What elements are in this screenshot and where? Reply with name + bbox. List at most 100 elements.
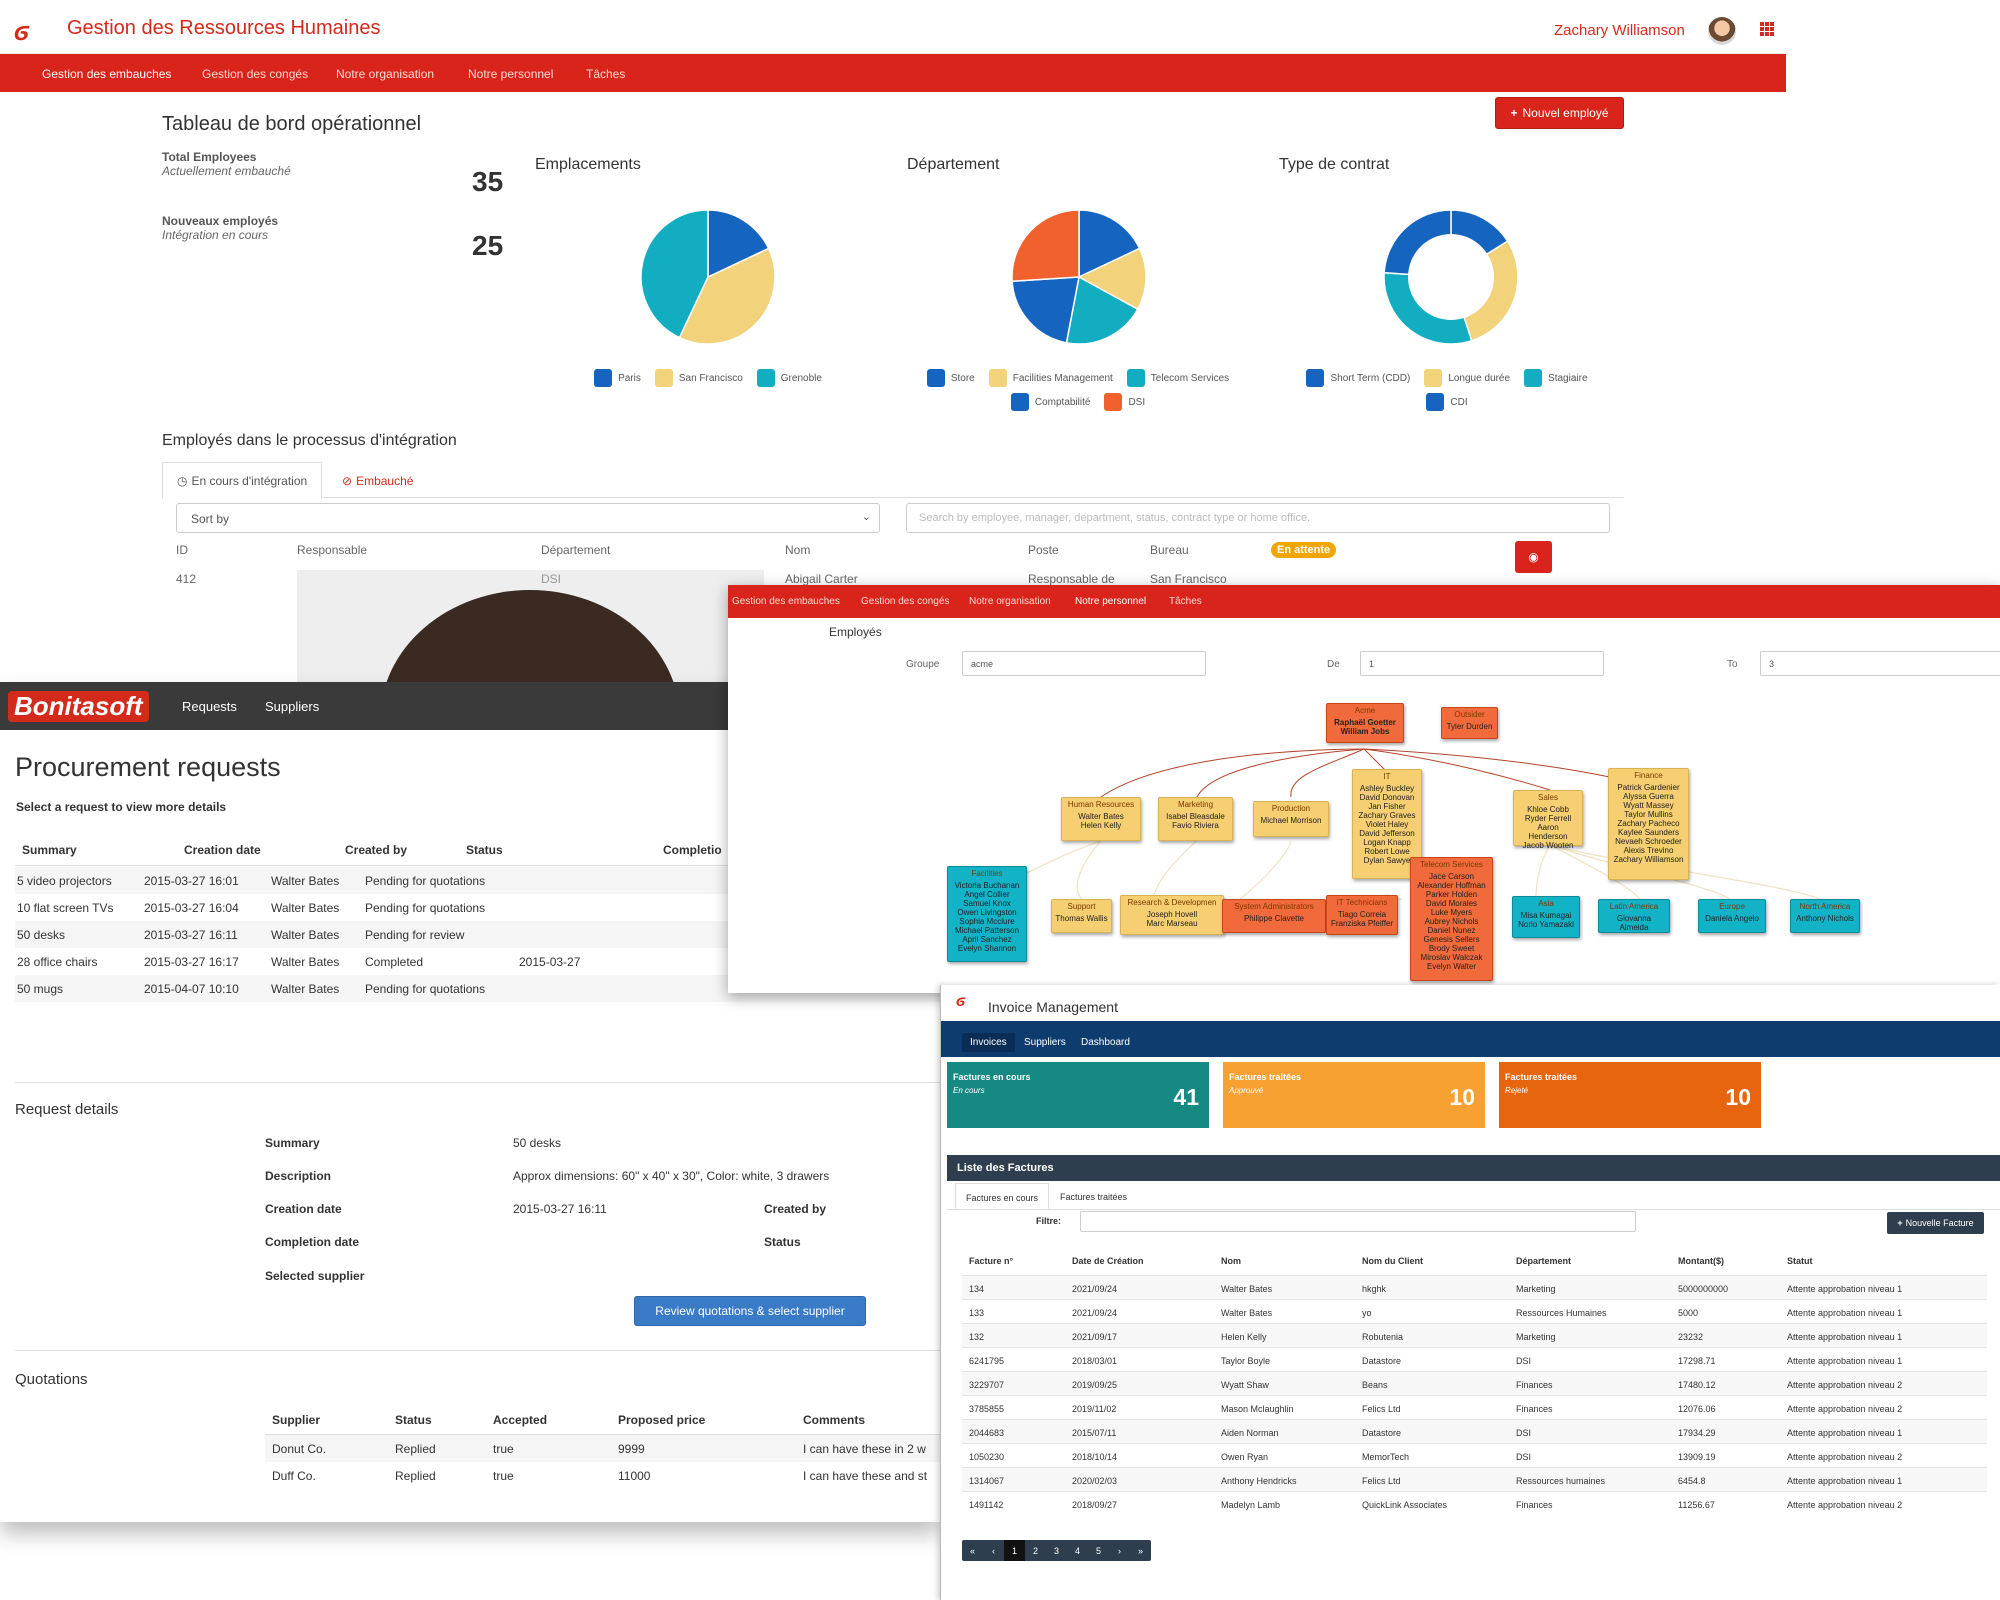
bonita-logo-icon[interactable]: ϭ [956,993,966,1010]
nav-suppliers[interactable]: Suppliers [265,699,320,714]
org-node-finance[interactable]: Finance Patrick Gardenier Alyssa Guerra W… [1608,768,1689,880]
nav-organization[interactable]: Notre organisation [336,67,435,81]
tab-current-invoices[interactable]: Factures en cours [955,1183,1050,1209]
org-node-acme[interactable]: Acme Raphaël Goetter William Jobs [1326,703,1404,743]
from-input[interactable]: 1 [1360,651,1604,676]
org-node-europe[interactable]: Europe Daniela Angelo [1698,899,1766,933]
org-node-sysadmin[interactable]: System Administrators Philippe Clavette [1222,899,1326,933]
legend-item[interactable]: Store [926,369,975,387]
filter-input[interactable] [1080,1211,1636,1232]
org-node-facilities[interactable]: Facilities Victoria Buchanan Angel Collie… [947,866,1027,962]
legend-item[interactable]: Facilities Management [988,369,1113,387]
legend-item[interactable]: Telecom Services [1126,369,1229,387]
page-button[interactable]: 3 [1053,1545,1059,1556]
table-row[interactable]: 3229707 2019/09/25 Wyatt Shaw Beans Finances… [962,1371,1987,1395]
nav-tasks[interactable]: Tâches [586,67,626,81]
page-button[interactable]: » [1137,1545,1143,1556]
avatar[interactable] [1708,17,1736,45]
nav-staff[interactable]: Notre personnel [1075,596,1147,607]
org-node-asia[interactable]: Asia Misa Kumagai Norio Yamazaki [1512,896,1580,938]
table-row[interactable]: 6241795 2018/03/01 Taylor Boyle Datastore DS… [962,1347,1987,1371]
nav-staff[interactable]: Notre personnel [468,67,554,81]
org-node-telecom[interactable]: Telecom Services Jace Carson Alexander Ho… [1410,857,1493,981]
view-button[interactable]: ◉ [1515,541,1552,573]
nav-suppliers[interactable]: Suppliers [1024,1037,1066,1048]
table-row[interactable]: 1491142 2018/09/27 Madelyn Lamb QuickLink A… [962,1491,1987,1515]
app-title[interactable]: Gestion des Ressources Humaines [67,17,381,39]
org-node-ittech[interactable]: IT Technicians Tiago Correia Franziska Pf… [1326,895,1398,935]
legend-item[interactable]: Longue durée [1424,369,1510,387]
pie-slice-comptabilit-[interactable] [1011,276,1080,344]
pie-slice-store[interactable] [1078,209,1141,279]
to-input[interactable]: 3 [1760,651,2000,676]
org-node-latam[interactable]: Latin America Giovanna Almeida [1598,899,1670,933]
review-quotations-button[interactable]: Review quotations & select supplier [634,1296,866,1326]
pie-slice-grenoble[interactable] [640,209,709,339]
org-node-it[interactable]: IT Ashley Buckley David Donovan Jan Fishe… [1352,769,1422,879]
kpi-tile[interactable]: Factures traitées Rejeté 10 [1499,1062,1761,1128]
legend-item[interactable]: DSI [1104,393,1145,411]
page-button[interactable]: 2 [1032,1545,1038,1556]
legend-item[interactable]: Grenoble [756,369,822,387]
org-node-sales[interactable]: Sales Khloe Cobb Ryder Ferrell Aaron Hend… [1513,790,1583,850]
page-button[interactable]: 1 [1004,1540,1025,1561]
pie-slice-paris[interactable] [707,209,770,279]
nav-requests[interactable]: Requests [182,699,237,714]
nav-hiring[interactable]: Gestion des embauches [732,596,840,607]
quotation-row[interactable]: Donut Co. Replied true 9999 I can have these… [265,1435,940,1462]
pie-slice-telecom-services[interactable] [1065,275,1139,345]
org-node-marketing[interactable]: Marketing Isabel Bleasdale Favio Riviera [1158,797,1233,841]
org-node-hr[interactable]: Human Resources Walter Bates Helen Kelly [1061,797,1141,841]
table-row[interactable]: 134 2021/09/24 Walter Bates hkghk Marketing 5… [962,1275,1987,1299]
legend-item[interactable]: Paris [594,369,641,387]
nav-leaves[interactable]: Gestion des congés [861,596,950,607]
pie-slice-san-francisco[interactable] [678,247,776,345]
table-row[interactable]: 3785855 2019/11/02 Mason Mclaughlin Felics … [962,1395,1987,1419]
table-row[interactable]: 28 office chairs 2015-03-27 16:17 Walter B… [15,948,940,975]
legend-item[interactable]: San Francisco [654,369,743,387]
nav-organization[interactable]: Notre organisation [969,596,1051,607]
bonitasoft-logo[interactable]: Bonitasoft [8,691,149,722]
page-button[interactable]: « [969,1545,975,1556]
nav-tasks[interactable]: Tâches [1169,596,1202,607]
table-row[interactable]: 10 flat screen TVs 2015-03-27 16:04 Walter… [15,894,940,921]
org-node-support[interactable]: Support Thomas Wallis [1051,899,1112,933]
org-node-production[interactable]: Production Michael Morrison [1253,801,1329,837]
table-row[interactable]: 132 2021/09/17 Helen Kelly Robutenia Marketi… [962,1323,1987,1347]
table-row[interactable]: 133 2021/09/24 Walter Bates yo Ressources Hu… [962,1299,1987,1323]
org-node-rnd[interactable]: Research & Developmen Joseph Hovell Marc … [1120,895,1224,935]
nav-leaves[interactable]: Gestion des congés [202,67,309,81]
tab-processed-invoices[interactable]: Factures traitées [1060,1192,1128,1202]
legend-item[interactable]: CDI [1426,393,1468,411]
table-row[interactable]: 1050230 2018/10/14 Owen Ryan MemorTech DSI 13… [962,1443,1987,1467]
table-row[interactable]: 2044683 2015/07/11 Aiden Norman Datastore DS… [962,1419,1987,1443]
pie-slice-dsi[interactable] [1011,209,1080,283]
legend-item[interactable]: Comptabilité [1010,393,1090,411]
page-button[interactable]: › [1118,1545,1121,1556]
user-menu[interactable]: Zachary Williamson [1554,22,1685,39]
tab-hired[interactable]: ⊘ Embauché [328,462,427,499]
page-button[interactable]: 5 [1095,1545,1101,1556]
org-node-outsider[interactable]: Outsider Tyler Durden [1441,707,1498,739]
page-button[interactable]: ‹ [992,1545,995,1556]
kpi-tile[interactable]: Factures traitées Approuvé 10 [1223,1062,1485,1128]
page-button[interactable]: 4 [1074,1545,1080,1556]
bonita-logo-icon[interactable]: ϭ [14,16,30,46]
new-invoice-button[interactable]: + Nouvelle Facture [1887,1212,1984,1234]
nav-hiring[interactable]: Gestion des embauches [42,67,172,81]
nav-dashboard[interactable]: Dashboard [1081,1037,1130,1048]
quotation-row[interactable]: Duff Co. Replied true 11000 I can have these… [265,1462,940,1489]
tab-onboarding[interactable]: ◷ En cours d'intégration [162,462,323,499]
search-input[interactable]: Search by employee, manager, department,… [906,503,1610,533]
new-employee-button[interactable]: + Nouvel employé [1495,97,1624,129]
org-node-na[interactable]: North America Anthony Nichols [1790,899,1860,933]
kpi-tile[interactable]: Factures en cours En cours 41 [947,1062,1209,1128]
table-row[interactable]: 1314067 2020/02/03 Anthony Hendricks Felics… [962,1467,1987,1491]
legend-item[interactable]: Stagiaire [1524,369,1588,387]
pie-slice-facilities-management[interactable] [1077,247,1147,311]
apps-grid-icon[interactable] [1760,22,1774,36]
nav-invoices[interactable]: Invoices [962,1033,1015,1052]
legend-item[interactable]: Short Term (CDD) [1306,369,1410,387]
group-input[interactable]: acme [962,651,1206,676]
sort-select[interactable]: Sort by ⌄ [176,503,880,533]
